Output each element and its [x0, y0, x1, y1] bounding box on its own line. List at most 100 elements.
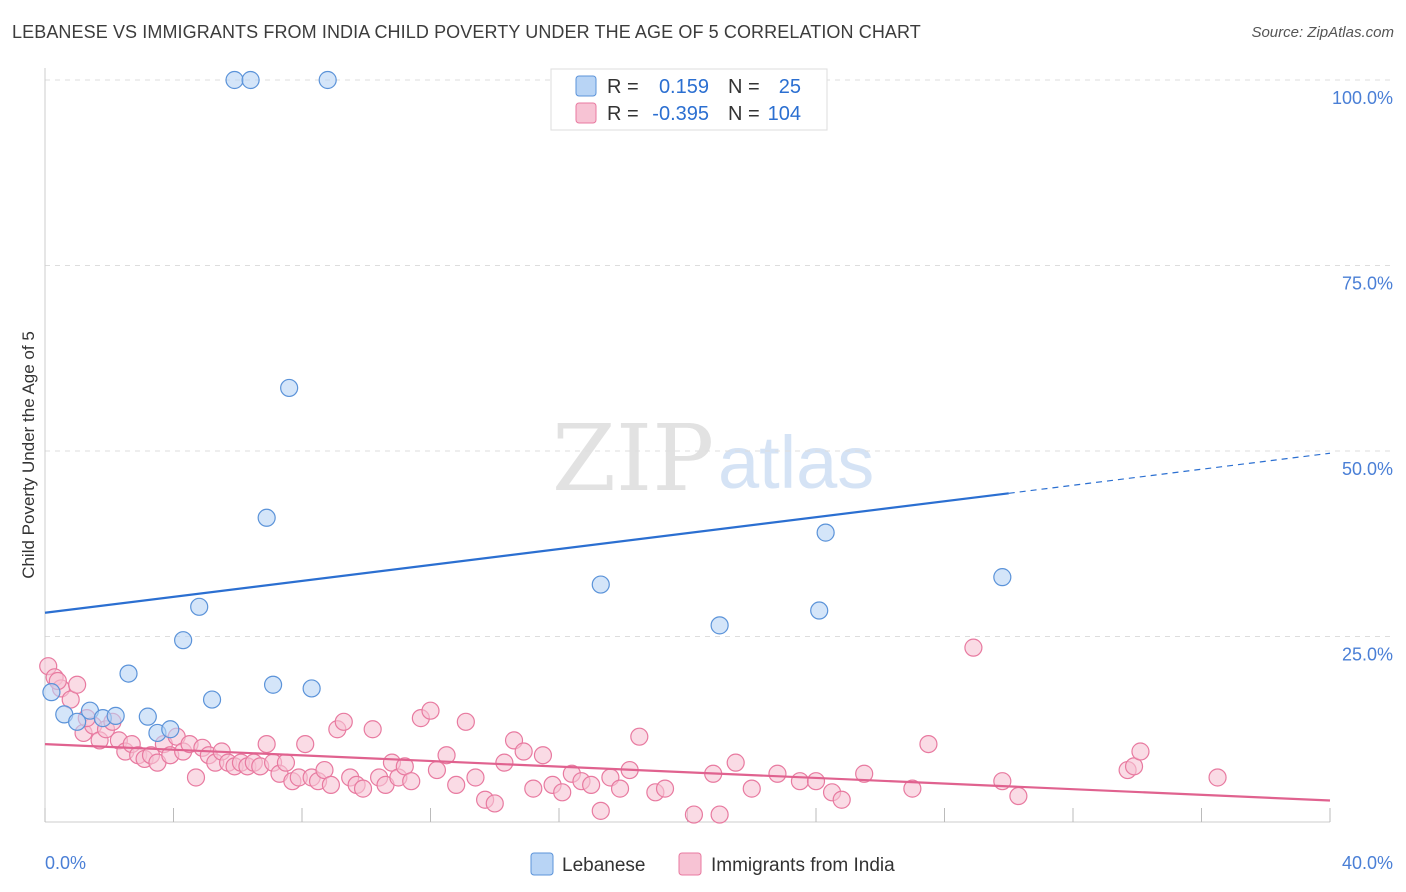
india-point-55 [402, 772, 421, 791]
india-point-61 [456, 712, 475, 731]
legend-swatch-india [575, 102, 597, 124]
lebanese-point-23 [816, 523, 835, 542]
legend-r-label-india: R = [607, 103, 639, 125]
india-point-97 [1009, 786, 1028, 806]
legend-n-label-lebanese: N = [728, 76, 760, 98]
india-point-4 [68, 675, 87, 694]
india-point-60 [447, 775, 466, 795]
legend-n-label-india: N = [728, 103, 760, 125]
lebanese-point-24 [993, 568, 1012, 587]
lebanese-point-12 [202, 690, 222, 709]
india-point-57 [421, 701, 440, 720]
lebanese-point-14 [241, 70, 260, 90]
legend-n-value-lebanese: 25 [779, 76, 801, 98]
india-point-93 [903, 779, 922, 798]
bottom-legend-swatch-india [678, 852, 702, 876]
x-ticks [44, 808, 1331, 822]
y-tick-label-100: 100.0% [1332, 88, 1393, 108]
india-point-33 [257, 734, 276, 754]
trend-lines [44, 452, 1331, 802]
india-point-79 [630, 727, 649, 746]
india-point-67 [514, 742, 533, 761]
india-point-92 [855, 764, 874, 783]
lebanese-point-19 [318, 70, 337, 90]
india-point-43 [321, 775, 341, 795]
bottom-legend-swatch-lebanese [530, 852, 554, 876]
bottom-legend-label-lebanese: Lebanese [562, 855, 645, 876]
india-point-85 [726, 753, 745, 772]
lebanese-point-16 [263, 675, 283, 694]
legend-r-value-india: -0.395 [652, 103, 709, 125]
legend-r-value-lebanese: 0.159 [659, 76, 709, 98]
india-point-89 [806, 772, 826, 791]
india-point-68 [524, 779, 543, 798]
lebanese-point-13 [225, 70, 244, 90]
india-point-88 [790, 772, 810, 791]
lebanese-series [42, 70, 1012, 743]
lebanese-point-5 [106, 706, 125, 725]
chart-title: LEBANESE VS IMMIGRANTS FROM INDIA CHILD … [12, 22, 921, 42]
india-point-22 [186, 768, 206, 787]
india-point-87 [768, 764, 787, 783]
y-axis-label: Child Poverty Under the Age of 5 [19, 331, 38, 579]
india-point-100 [1131, 742, 1150, 761]
india-point-65 [495, 753, 514, 772]
india-series [39, 638, 1227, 824]
india-point-62 [466, 768, 485, 787]
gridlines [45, 79, 1393, 637]
watermark-zip: ZIP [552, 405, 714, 512]
india-point-71 [553, 783, 572, 802]
india-point-81 [655, 779, 675, 798]
india-point-58 [427, 760, 447, 780]
lebanese-point-17 [280, 378, 299, 398]
lebanese-point-10 [174, 631, 193, 650]
watermark: ZIP atlas [552, 405, 874, 512]
india-point-77 [610, 779, 630, 798]
india-point-74 [582, 775, 601, 795]
watermark-atlas: atlas [718, 421, 874, 504]
bottom-legend-label-india: Immigrants from India [711, 855, 895, 876]
lebanese-point-11 [190, 597, 209, 616]
india-point-69 [533, 746, 553, 765]
lebanese-point-22 [810, 601, 829, 620]
x-tick-label-min: 0.0% [45, 853, 86, 873]
india-point-101 [1208, 768, 1227, 787]
india-point-48 [353, 779, 373, 798]
lebanese-point-20 [591, 575, 610, 594]
india-point-59 [437, 746, 456, 765]
lebanese-point-18 [302, 679, 321, 698]
lebanese-trend-extension [1008, 452, 1331, 494]
correlation-legend: R = 0.159 N = 25 R = -0.395 N = 104 [550, 68, 828, 131]
lebanese-point-0 [42, 683, 61, 702]
india-point-49 [363, 720, 382, 739]
chart-source: Source: ZipAtlas.com [1251, 24, 1394, 41]
lebanese-point-15 [257, 508, 276, 527]
india-trend-line [44, 742, 1331, 802]
series-legend: Lebanese Immigrants from India [530, 852, 895, 876]
y-tick-label-75: 75.0% [1342, 274, 1393, 294]
india-point-95 [964, 638, 983, 657]
india-point-64 [485, 794, 504, 813]
y-tick-label-50: 50.0% [1342, 459, 1393, 479]
india-point-75 [591, 801, 610, 820]
lebanese-point-9 [161, 720, 180, 739]
y-tick-labels: 25.0% 50.0% 75.0% 100.0% [1332, 88, 1393, 665]
india-point-84 [710, 805, 729, 824]
lebanese-point-2 [68, 712, 87, 731]
lebanese-point-21 [710, 616, 729, 635]
lebanese-trend-line [44, 492, 1009, 614]
legend-r-label-lebanese: R = [607, 76, 639, 98]
india-point-94 [919, 734, 938, 754]
y-tick-label-25: 25.0% [1342, 645, 1393, 665]
legend-n-value-india: 104 [768, 103, 801, 125]
india-point-91 [832, 790, 851, 809]
x-tick-label-max: 40.0% [1342, 853, 1393, 873]
india-point-36 [276, 753, 296, 772]
india-point-82 [684, 805, 704, 824]
legend-box [550, 68, 828, 131]
lebanese-point-7 [138, 707, 157, 726]
india-point-45 [334, 712, 353, 731]
india-point-39 [296, 734, 315, 754]
india-point-86 [742, 779, 761, 798]
